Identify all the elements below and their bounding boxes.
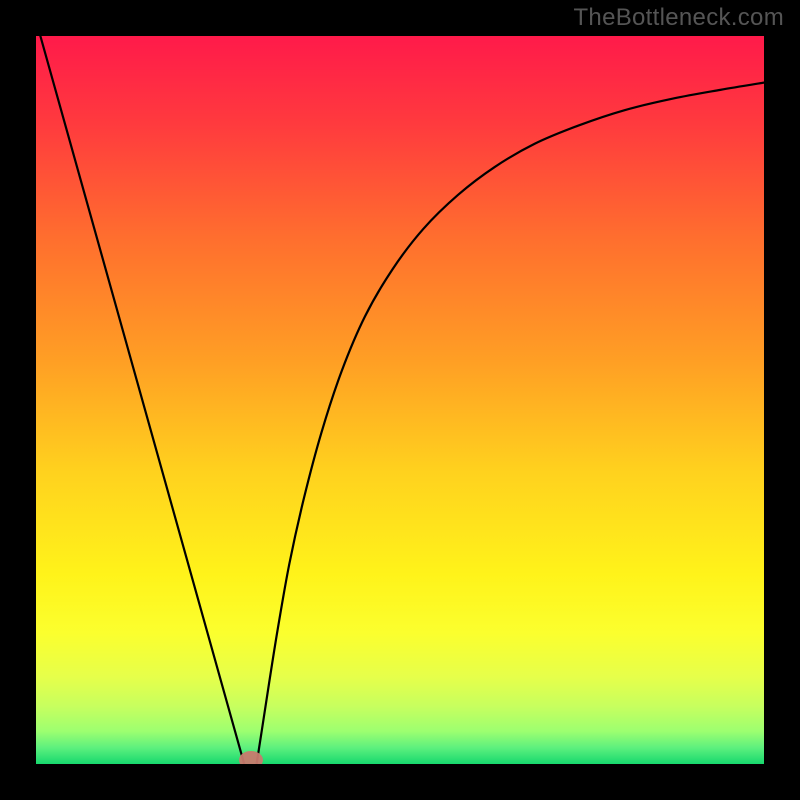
chart-plot-area bbox=[36, 36, 764, 764]
attribution-watermark: TheBottleneck.com bbox=[573, 4, 784, 32]
gradient-background bbox=[36, 36, 764, 764]
